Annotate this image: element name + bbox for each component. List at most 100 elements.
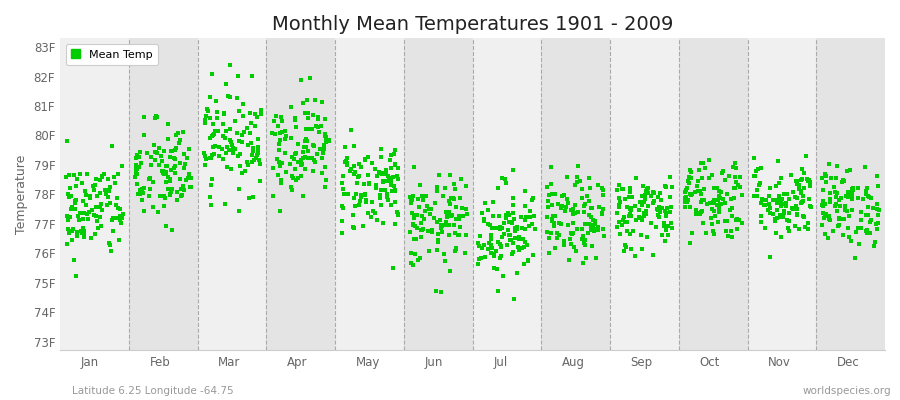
Point — [778, 200, 793, 206]
Point — [517, 261, 531, 268]
Point — [129, 162, 143, 168]
Point — [68, 200, 82, 206]
Point — [418, 193, 433, 200]
Point — [526, 252, 540, 258]
Point — [63, 214, 77, 220]
Point — [205, 152, 220, 158]
Point — [710, 185, 724, 192]
Point — [611, 202, 625, 208]
Point — [287, 156, 302, 162]
Point — [491, 185, 505, 191]
Point — [208, 142, 222, 149]
Point — [452, 212, 466, 219]
Point — [484, 225, 499, 231]
Point — [210, 108, 224, 115]
Point — [404, 260, 419, 266]
Point — [96, 171, 111, 178]
Point — [225, 142, 239, 148]
Point — [279, 133, 293, 139]
Point — [274, 160, 289, 166]
Point — [518, 216, 532, 223]
Point — [155, 168, 169, 174]
Point — [587, 226, 601, 232]
Point — [388, 186, 402, 193]
Point — [795, 166, 809, 172]
Point — [248, 122, 262, 129]
Point — [63, 185, 77, 191]
Point — [335, 180, 349, 187]
Point — [236, 101, 250, 107]
Point — [148, 149, 162, 156]
Point — [417, 216, 431, 222]
Point — [235, 170, 249, 176]
Point — [544, 181, 558, 188]
Point — [831, 223, 845, 229]
Point — [335, 230, 349, 237]
Point — [75, 180, 89, 186]
Point — [388, 147, 402, 154]
Point — [582, 221, 597, 227]
Point — [766, 211, 780, 218]
Point — [772, 212, 787, 218]
Point — [584, 227, 598, 234]
Point — [801, 226, 815, 232]
Point — [591, 182, 606, 189]
Point — [638, 188, 652, 194]
Point — [243, 110, 257, 116]
Point — [661, 232, 675, 238]
Point — [801, 178, 815, 184]
Point — [596, 186, 610, 193]
Point — [455, 205, 470, 212]
Point — [106, 174, 121, 180]
Point — [80, 211, 94, 218]
Point — [730, 226, 744, 233]
Point — [796, 184, 811, 191]
Point — [224, 166, 238, 172]
Point — [516, 236, 530, 242]
Point — [233, 163, 248, 169]
Point — [161, 174, 176, 180]
Point — [167, 155, 182, 161]
Point — [319, 138, 333, 145]
Point — [254, 111, 268, 118]
Point — [157, 171, 171, 178]
Point — [496, 273, 510, 279]
Point — [404, 199, 419, 206]
Point — [94, 222, 108, 229]
Point — [848, 255, 862, 262]
Point — [343, 168, 357, 174]
Point — [206, 121, 220, 127]
Point — [64, 206, 78, 212]
Point — [659, 210, 673, 216]
Point — [239, 125, 254, 131]
Point — [495, 225, 509, 232]
Point — [184, 184, 199, 190]
Point — [411, 203, 426, 210]
Point — [819, 179, 833, 186]
Point — [108, 202, 122, 208]
Point — [747, 193, 761, 200]
Point — [433, 217, 447, 224]
Point — [822, 212, 836, 219]
Point — [694, 160, 708, 167]
Point — [318, 116, 332, 122]
Point — [252, 178, 266, 184]
Point — [62, 172, 77, 178]
Point — [84, 194, 98, 201]
Point — [408, 222, 422, 229]
Point — [293, 173, 308, 180]
Point — [542, 250, 556, 256]
Point — [779, 202, 794, 209]
Point — [802, 177, 816, 183]
Point — [173, 160, 187, 166]
Point — [346, 143, 361, 150]
Point — [656, 223, 670, 229]
Point — [388, 161, 402, 168]
Point — [587, 228, 601, 234]
Point — [272, 141, 286, 147]
Point — [370, 216, 384, 223]
Point — [437, 185, 452, 192]
Point — [158, 168, 173, 175]
Point — [197, 162, 211, 168]
Point — [90, 218, 104, 225]
